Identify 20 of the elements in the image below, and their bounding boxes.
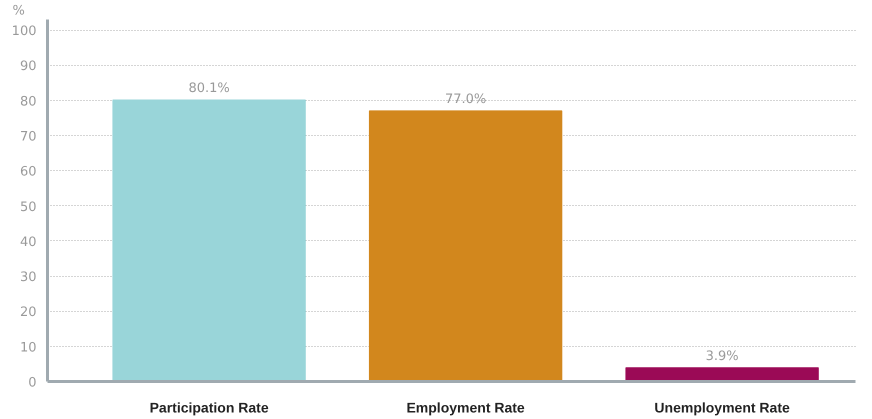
y-tick-label: 90 — [20, 59, 37, 74]
bar — [112, 99, 306, 382]
y-tick-label: 10 — [20, 340, 37, 356]
x-tick-label: Employment Rate — [406, 400, 525, 416]
y-axis-title: % — [12, 4, 25, 18]
data-label: 80.1% — [188, 80, 230, 96]
data-label: 3.9% — [706, 348, 739, 364]
x-tick-label: Unemployment Rate — [654, 400, 790, 416]
y-tick-label: 40 — [20, 234, 37, 250]
y-tick-label: 80 — [20, 94, 37, 110]
x-tick-label: Participation Rate — [150, 400, 269, 416]
y-tick-label: 70 — [20, 129, 37, 144]
y-tick-label: 20 — [20, 305, 37, 320]
data-label: 77.0% — [444, 92, 486, 107]
y-tick-label: 0 — [28, 376, 37, 390]
y-tick-label: 30 — [20, 270, 37, 286]
y-tick-label: 100 — [12, 24, 37, 40]
bar — [368, 110, 562, 382]
y-tick-label: 50 — [20, 200, 37, 215]
y-tick-label: 60 — [20, 164, 37, 180]
